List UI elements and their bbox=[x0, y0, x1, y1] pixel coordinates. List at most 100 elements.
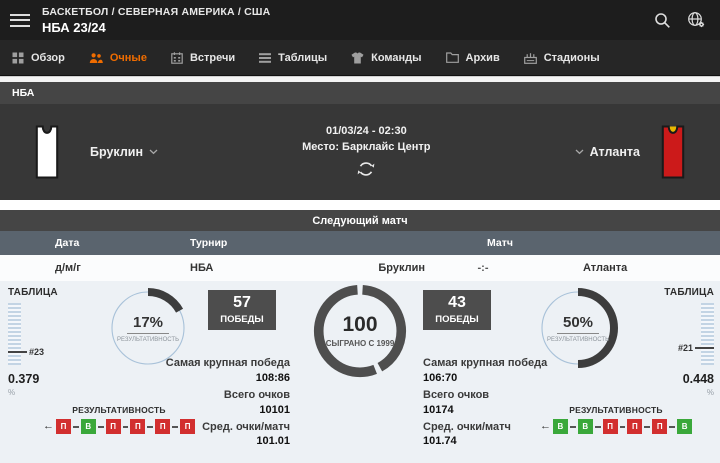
tab-label: Команды bbox=[371, 51, 422, 64]
page-title: НБА 23/24 bbox=[42, 19, 106, 35]
tab-overview[interactable]: Обзор bbox=[12, 52, 65, 64]
tab-label: Архив bbox=[465, 51, 500, 64]
jersey-icon bbox=[351, 52, 364, 64]
tab-label: Обзор bbox=[31, 51, 65, 64]
away-wins-count: 43 bbox=[448, 294, 466, 311]
tab-archive[interactable]: Архив bbox=[445, 51, 500, 64]
away-jersey-icon bbox=[661, 125, 685, 179]
away-team-name: Атланта bbox=[589, 145, 640, 159]
tab-tables[interactable]: Таблицы bbox=[259, 52, 327, 64]
standings-title: ТАБЛИЦА bbox=[8, 287, 58, 298]
menu-icon[interactable] bbox=[10, 13, 30, 27]
tab-label: Стадионы bbox=[543, 51, 600, 64]
home-form: РЕЗУЛЬТАТИВНОСТЬ ← П В П П П П bbox=[43, 405, 196, 434]
people-icon bbox=[89, 52, 103, 64]
home-team-block: Бруклин bbox=[30, 121, 158, 183]
ratio-unit: % bbox=[8, 388, 16, 397]
form-result: П bbox=[602, 419, 618, 434]
table-icon bbox=[259, 52, 272, 64]
win-pct-label: РЕЗУЛЬТАТИВНОСТЬ bbox=[546, 336, 610, 343]
section-tabs: Обзор Очные Встречи Таблицы Команды Архи… bbox=[0, 40, 720, 76]
separator bbox=[0, 200, 720, 210]
away-team-selector[interactable]: Атланта bbox=[575, 145, 640, 159]
chevron-down-icon bbox=[575, 149, 584, 155]
away-standings-gauge: ТАБЛИЦА #21 0.448 % bbox=[642, 287, 714, 397]
search-icon[interactable] bbox=[654, 12, 671, 29]
separator bbox=[0, 76, 720, 82]
matches-played-donut: 100 СЫГРАНО С 1999 bbox=[312, 283, 408, 379]
wins-label: ПОБЕДЫ bbox=[435, 314, 479, 325]
away-team-block: Атланта bbox=[575, 121, 690, 183]
form-result: П bbox=[105, 419, 121, 434]
home-win-ratio: 0.379 bbox=[8, 372, 40, 386]
matches-played-count: 100 bbox=[342, 313, 378, 336]
column-match: Матч bbox=[487, 237, 513, 249]
home-jersey-icon bbox=[35, 125, 59, 179]
left-arrow-icon: ← bbox=[540, 420, 551, 432]
form-label: РЕЗУЛЬТАТИВНОСТЬ bbox=[72, 405, 166, 415]
home-win-pct: 17% bbox=[127, 314, 169, 334]
away-win-ratio: 0.448 bbox=[682, 372, 714, 386]
tab-label: Очные bbox=[109, 51, 147, 64]
away-win-pct-donut: 50% РЕЗУЛЬТАТИВНОСТЬ bbox=[538, 288, 618, 368]
row-away-team: Атланта bbox=[583, 262, 628, 274]
form-result: В bbox=[677, 419, 693, 434]
tab-label: Таблицы bbox=[278, 51, 328, 64]
home-wins-box: 57 ПОБЕДЫ bbox=[208, 290, 276, 330]
folder-icon bbox=[445, 52, 459, 63]
next-match-section: Следующий матч Дата Турнир Матч д/м/г НБ… bbox=[0, 210, 720, 281]
match-datetime: 01/03/24 - 02:30 bbox=[325, 124, 407, 137]
away-form: РЕЗУЛЬТАТИВНОСТЬ ← В В П П П В bbox=[540, 405, 693, 434]
tab-fixtures[interactable]: Встречи bbox=[171, 52, 235, 64]
matches-played-label: СЫГРАНО С 1999 bbox=[325, 339, 395, 348]
refresh-icon[interactable] bbox=[356, 159, 376, 179]
form-result: П bbox=[155, 419, 171, 434]
next-match-row[interactable]: д/м/г НБА Бруклин -:- Атланта bbox=[0, 255, 720, 281]
home-standings-gauge: ТАБЛИЦА #23 0.379 % bbox=[8, 287, 80, 397]
league-bar: НБА bbox=[0, 82, 720, 104]
form-result: В bbox=[577, 419, 593, 434]
away-stats: Самая крупная победа 106:70 Всего очков 10… bbox=[423, 357, 548, 448]
grid-icon bbox=[12, 52, 24, 64]
win-pct-label: РЕЗУЛЬТАТИВНОСТЬ bbox=[116, 336, 180, 343]
home-wins-count: 57 bbox=[233, 294, 251, 311]
match-date: д/м/г bbox=[55, 262, 81, 274]
away-win-pct: 50% bbox=[557, 314, 599, 334]
calendar-icon bbox=[171, 51, 183, 64]
column-date: Дата bbox=[55, 237, 80, 249]
away-wins-box: 43 ПОБЕДЫ bbox=[423, 290, 491, 330]
left-arrow-icon: ← bbox=[43, 420, 54, 432]
tab-label: Встречи bbox=[189, 51, 236, 64]
home-stats: Самая крупная победа 108:86 Всего очков 10… bbox=[165, 357, 290, 448]
match-venue: Место: Барклайс Центр bbox=[302, 140, 431, 153]
tab-teams[interactable]: Команды bbox=[351, 51, 422, 64]
form-result: П bbox=[652, 419, 668, 434]
column-tournament: Турнир bbox=[190, 237, 228, 249]
wins-label: ПОБЕДЫ bbox=[220, 314, 264, 325]
home-team-selector[interactable]: Бруклин bbox=[90, 145, 158, 159]
standings-title: ТАБЛИЦА bbox=[664, 287, 714, 298]
top-bar: БАСКЕТБОЛ / СЕВЕРНАЯ АМЕРИКА / США НБА 2… bbox=[0, 0, 720, 40]
tab-head-to-head[interactable]: Очные bbox=[89, 52, 147, 64]
tab-stadiums[interactable]: Стадионы bbox=[523, 51, 600, 64]
form-result: В bbox=[553, 419, 568, 434]
row-home-team: Бруклин bbox=[378, 262, 425, 274]
globe-settings-icon[interactable] bbox=[687, 11, 706, 29]
form-result: П bbox=[56, 419, 71, 434]
breadcrumb: БАСКЕТБОЛ / СЕВЕРНАЯ АМЕРИКА / США bbox=[42, 5, 271, 18]
rank-marker: #23 bbox=[8, 347, 44, 357]
stadium-icon bbox=[523, 52, 537, 64]
form-result: П bbox=[627, 419, 643, 434]
form-result: П bbox=[130, 419, 146, 434]
rank-marker: #21 bbox=[678, 343, 714, 353]
form-result: П bbox=[180, 419, 196, 434]
ratio-unit: % bbox=[706, 388, 714, 397]
match-card: Бруклин 01/03/24 - 02:30 Место: Барклайс… bbox=[0, 104, 720, 200]
row-score: -:- bbox=[477, 262, 489, 274]
next-match-header-row: Дата Турнир Матч bbox=[0, 231, 720, 255]
home-team-name: Бруклин bbox=[90, 145, 143, 159]
match-info: 01/03/24 - 02:30 Место: Барклайс Центр bbox=[158, 123, 575, 182]
form-label: РЕЗУЛЬТАТИВНОСТЬ bbox=[569, 405, 663, 415]
home-win-pct-donut: 17% РЕЗУЛЬТАТИВНОСТЬ bbox=[108, 288, 188, 368]
gauge-bar bbox=[701, 303, 714, 365]
